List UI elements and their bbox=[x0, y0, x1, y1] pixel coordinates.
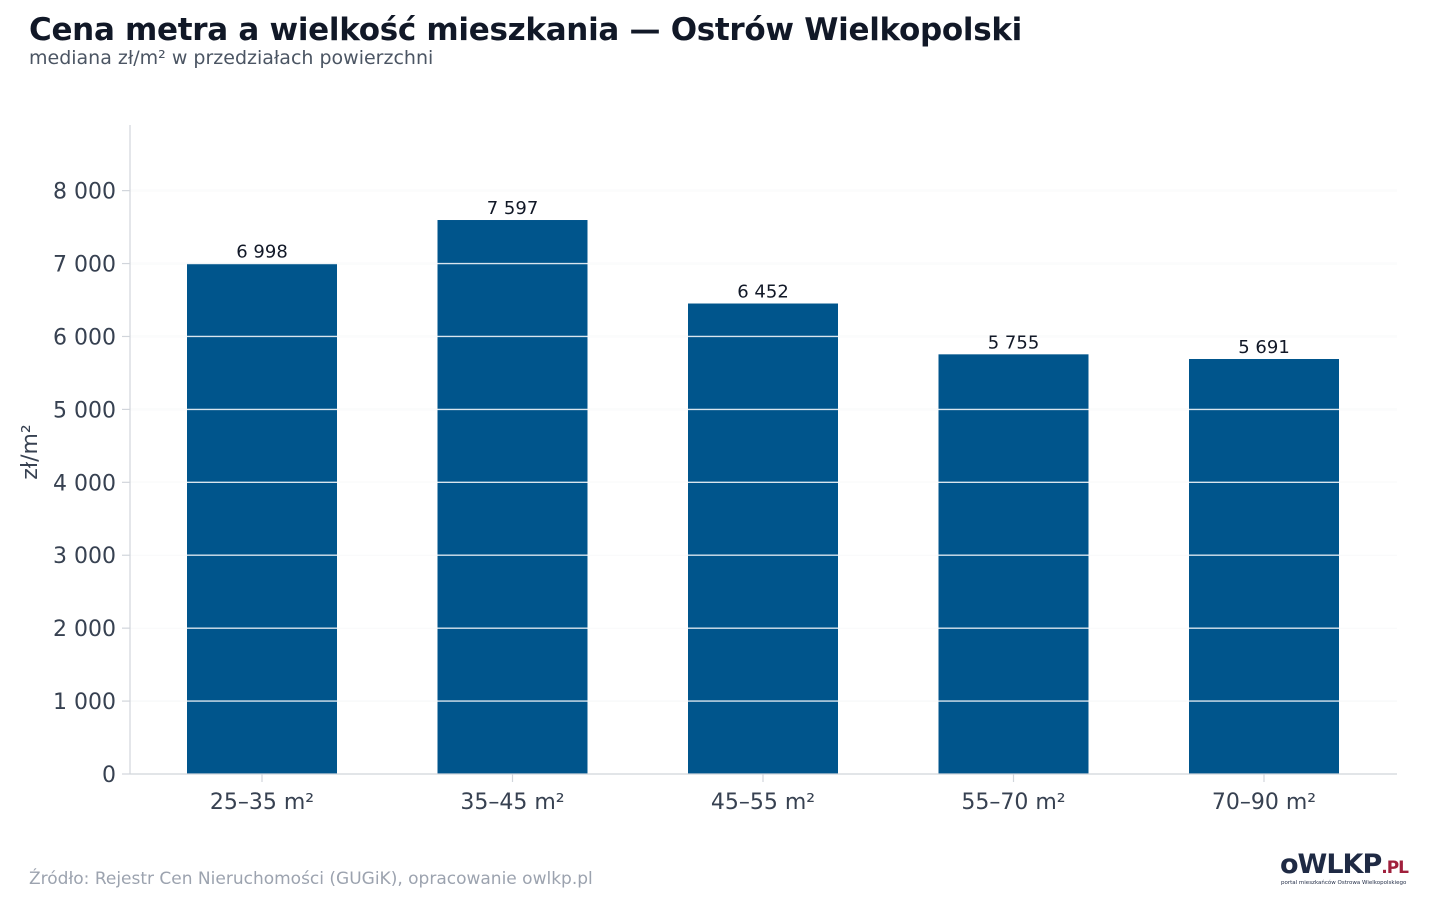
y-tick-label: 3 000 bbox=[53, 544, 116, 569]
bar bbox=[437, 220, 588, 775]
logo-tagline: portal mieszkańców Ostrowa Wielkopolskie… bbox=[1281, 880, 1407, 886]
y-axis-title: zł/m² bbox=[18, 424, 43, 479]
logo-suffix: .PL bbox=[1381, 858, 1409, 878]
x-tick-label: 55–70 m² bbox=[961, 790, 1065, 815]
bar bbox=[187, 263, 337, 774]
x-tick-label: 45–55 m² bbox=[711, 790, 815, 815]
bar bbox=[938, 354, 1089, 774]
bars bbox=[187, 220, 1339, 775]
bar-value-label: 5 691 bbox=[1238, 337, 1290, 358]
source-note: Źródło: Rejestr Cen Nieruchomości (GUGiK… bbox=[29, 869, 593, 889]
y-tick-label: 8 000 bbox=[53, 180, 116, 205]
y-tick-label: 4 000 bbox=[53, 471, 116, 496]
chart-subtitle: mediana zł/m² w przedziałach powierzchni bbox=[29, 47, 434, 69]
logo-main-text: oWLKP bbox=[1280, 849, 1382, 880]
y-tick-label: 1 000 bbox=[53, 690, 116, 715]
logo-wordmark: oWLKP.PL bbox=[1280, 849, 1409, 883]
bar-value-label: 6 452 bbox=[737, 282, 789, 303]
y-tick-label: 2 000 bbox=[53, 617, 116, 642]
bar-value-label: 6 998 bbox=[236, 242, 288, 263]
y-tick-label: 7 000 bbox=[53, 253, 116, 278]
x-tick-label: 35–45 m² bbox=[460, 790, 564, 815]
bar-value-label: 7 597 bbox=[487, 198, 539, 219]
y-tick-label: 5 000 bbox=[53, 398, 116, 423]
chart-title: Cena metra a wielkość mieszkania — Ostró… bbox=[29, 12, 1023, 48]
axes bbox=[122, 125, 1397, 782]
grid-overlay bbox=[130, 189, 1397, 702]
x-tick-label: 25–35 m² bbox=[210, 790, 314, 815]
y-tick-label: 0 bbox=[102, 763, 116, 788]
bar bbox=[1189, 359, 1339, 774]
bar-value-label: 5 755 bbox=[988, 332, 1040, 353]
x-tick-label: 70–90 m² bbox=[1212, 790, 1316, 815]
bar bbox=[688, 303, 838, 774]
labels: 0 1 000 2 000 3 000 4 000 5 000 6 000 7 000 8 00… bbox=[53, 180, 1316, 815]
owlkp-logo: oWLKP.PL portal mieszkańców Ostrowa Wiel… bbox=[1280, 850, 1412, 890]
y-tick-label: 6 000 bbox=[53, 325, 116, 350]
